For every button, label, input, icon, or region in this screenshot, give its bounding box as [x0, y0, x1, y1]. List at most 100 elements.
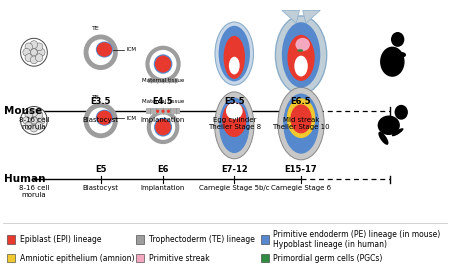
Text: E5.5: E5.5 — [224, 97, 245, 106]
Ellipse shape — [162, 109, 164, 113]
Ellipse shape — [25, 122, 33, 130]
Text: 8-16 cell
morula: 8-16 cell morula — [19, 185, 49, 198]
Bar — [7, 254, 15, 262]
Ellipse shape — [287, 98, 315, 138]
Bar — [146, 108, 180, 114]
Ellipse shape — [294, 56, 308, 76]
Ellipse shape — [97, 42, 112, 57]
Bar — [137, 254, 145, 262]
Ellipse shape — [167, 109, 170, 113]
Ellipse shape — [295, 38, 310, 51]
Bar — [137, 235, 145, 244]
Polygon shape — [282, 10, 300, 23]
Text: E3.5: E3.5 — [91, 97, 111, 106]
Ellipse shape — [154, 118, 172, 136]
Text: Mouse: Mouse — [4, 106, 42, 116]
Ellipse shape — [86, 105, 115, 136]
Bar — [261, 235, 269, 244]
Text: E6.5: E6.5 — [291, 97, 311, 106]
Text: E4.5: E4.5 — [153, 97, 173, 106]
Text: Amniotic epithelium (amnion): Amniotic epithelium (amnion) — [20, 254, 134, 263]
Text: Mid streak
Theiler Stage 10: Mid streak Theiler Stage 10 — [272, 117, 330, 130]
Ellipse shape — [224, 36, 245, 79]
Text: ICM: ICM — [127, 48, 137, 52]
Ellipse shape — [226, 103, 243, 119]
Ellipse shape — [36, 111, 43, 119]
Ellipse shape — [36, 43, 43, 51]
Text: E6: E6 — [157, 165, 169, 174]
Ellipse shape — [378, 115, 400, 135]
Text: Primitive endoderm (PE) lineage (in mouse)
Hypoblast lineage (in human): Primitive endoderm (PE) lineage (in mous… — [273, 230, 441, 249]
Ellipse shape — [394, 105, 408, 120]
Text: Carnegie Stage 5b/c: Carnegie Stage 5b/c — [199, 185, 270, 191]
Ellipse shape — [283, 94, 319, 154]
Ellipse shape — [86, 37, 115, 68]
Text: Blastocyst: Blastocyst — [83, 117, 118, 123]
Ellipse shape — [215, 92, 254, 159]
Text: ICM: ICM — [127, 116, 137, 121]
Text: 8-16 cell
morula: 8-16 cell morula — [19, 117, 49, 130]
Ellipse shape — [37, 117, 45, 124]
Text: TE: TE — [92, 94, 100, 100]
Ellipse shape — [155, 56, 171, 73]
Text: E5: E5 — [95, 165, 107, 174]
Polygon shape — [303, 10, 320, 23]
Ellipse shape — [380, 47, 405, 77]
Ellipse shape — [30, 124, 37, 132]
Ellipse shape — [20, 106, 47, 134]
Ellipse shape — [291, 104, 312, 133]
Ellipse shape — [154, 54, 173, 74]
Text: Implantation: Implantation — [141, 185, 185, 191]
Ellipse shape — [36, 54, 43, 62]
Bar — [148, 78, 178, 83]
Ellipse shape — [31, 49, 37, 56]
Text: Maternal tissue: Maternal tissue — [142, 99, 184, 104]
Bar — [7, 235, 15, 244]
Text: Epiblast (EPI) lineage: Epiblast (EPI) lineage — [20, 235, 101, 244]
Ellipse shape — [219, 97, 249, 153]
Text: TE: TE — [92, 26, 100, 31]
Text: E7-12: E7-12 — [221, 165, 247, 174]
Text: Implantation: Implantation — [141, 117, 185, 123]
Ellipse shape — [278, 87, 324, 160]
Ellipse shape — [23, 117, 30, 124]
Ellipse shape — [30, 56, 37, 64]
Text: Primordial germ cells (PGCs): Primordial germ cells (PGCs) — [273, 254, 383, 263]
Text: Egg cylinder
Theiler Stage 8: Egg cylinder Theiler Stage 8 — [208, 117, 261, 130]
Ellipse shape — [282, 22, 320, 88]
Ellipse shape — [96, 41, 113, 58]
Ellipse shape — [30, 41, 37, 49]
Ellipse shape — [378, 132, 389, 145]
Text: Primitive streak: Primitive streak — [149, 254, 210, 263]
Ellipse shape — [222, 102, 246, 137]
Ellipse shape — [147, 48, 179, 80]
Ellipse shape — [31, 117, 37, 124]
Ellipse shape — [391, 32, 404, 47]
Ellipse shape — [396, 52, 406, 58]
Ellipse shape — [25, 54, 33, 62]
Ellipse shape — [215, 22, 254, 85]
Text: Trophectoderm (TE) lineage: Trophectoderm (TE) lineage — [149, 235, 255, 244]
Ellipse shape — [219, 26, 250, 81]
Text: Carnegie Stage 6: Carnegie Stage 6 — [271, 185, 331, 191]
Ellipse shape — [287, 35, 315, 81]
Ellipse shape — [37, 48, 45, 56]
Bar — [261, 254, 269, 262]
Ellipse shape — [25, 111, 33, 119]
Text: Human: Human — [4, 174, 45, 184]
Ellipse shape — [156, 109, 159, 113]
Ellipse shape — [30, 109, 37, 117]
Ellipse shape — [25, 43, 33, 51]
Ellipse shape — [149, 112, 177, 142]
Ellipse shape — [229, 57, 240, 75]
Ellipse shape — [36, 122, 43, 130]
Ellipse shape — [297, 49, 303, 52]
Text: E15-17: E15-17 — [285, 165, 318, 174]
Ellipse shape — [275, 16, 327, 94]
Text: Blastocyst: Blastocyst — [83, 185, 118, 191]
Ellipse shape — [97, 111, 112, 125]
Ellipse shape — [96, 110, 113, 126]
Ellipse shape — [23, 48, 30, 56]
Ellipse shape — [392, 128, 403, 136]
Ellipse shape — [155, 119, 171, 135]
